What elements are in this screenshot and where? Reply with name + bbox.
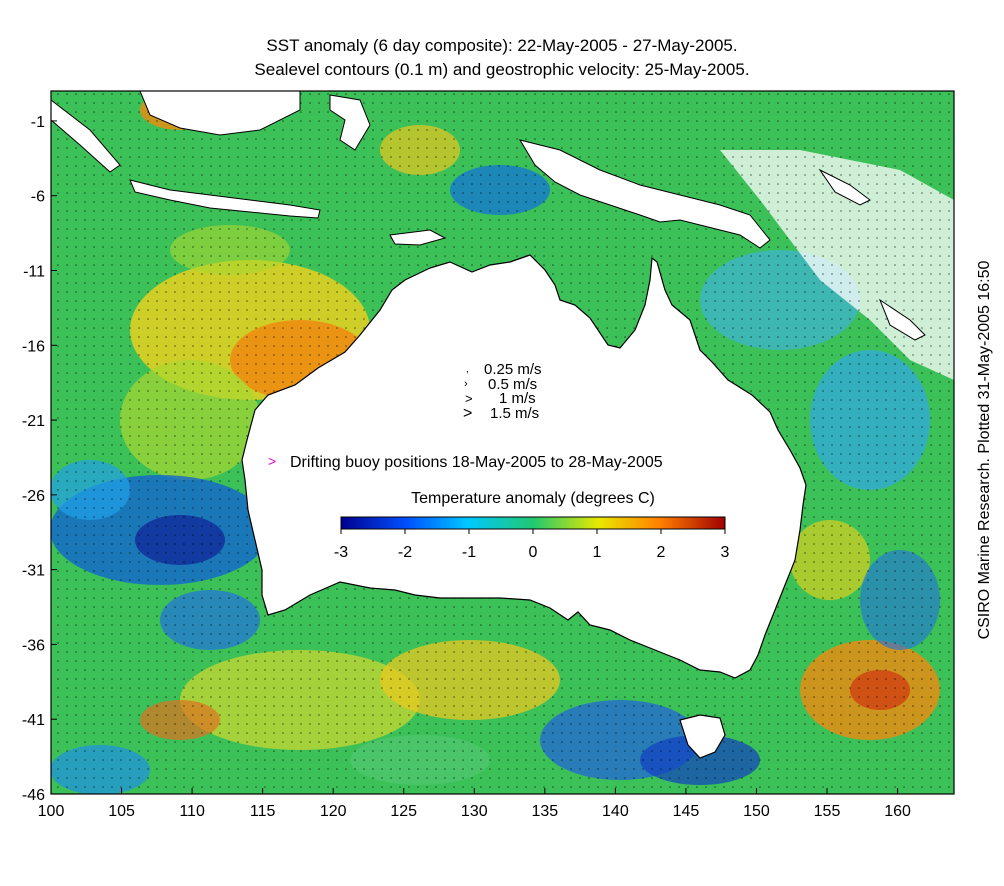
credit-text: CSIRO Marine Research. Plotted 31-May-20… [976,260,993,640]
solomon-islands [818,168,871,206]
buoy-legend: > Drifting buoy positions 18-May-2005 to… [268,453,663,471]
sumatra-landmass [51,99,121,173]
new-caledonia [878,298,926,341]
velocity-label-4: 1.5 m/s [490,405,539,422]
timor-landmass [389,229,447,246]
buoy-symbol-icon: > [268,453,276,469]
map-frame [50,90,955,795]
y-tick-label: -36 [22,637,45,654]
colorbar-tick-label: 0 [529,544,538,561]
colorbar-tick-label: 3 [721,544,730,561]
title-line-1: SST anomaly (6 day composite): 22-May-20… [266,36,738,55]
x-tick-label: 105 [108,803,135,820]
velocity-legend: , 0.25 m/s › 0.5 m/s > 1 m/s > 1.5 m/s [463,361,542,422]
x-tick-label: 110 [179,803,205,820]
colorbar-tick-label: -3 [334,544,348,561]
y-tick-label: -11 [23,263,45,280]
x-tick-label: 130 [461,803,488,820]
buoy-legend-label: Drifting buoy positions 18-May-2005 to 2… [290,454,663,471]
tasmania-landmass [679,714,726,759]
borneo-landmass [139,91,301,136]
colorbar-tick-label: -1 [462,544,476,561]
new-guinea-landmass [518,139,771,249]
x-tick-label: 150 [743,803,770,820]
x-tick-label: 120 [320,803,347,820]
x-tick-label: 155 [814,803,841,820]
y-tick-label: -21 [22,413,45,430]
y-tick-label: -6 [31,189,45,206]
y-tick-label: -26 [22,488,45,505]
x-tick-label: 115 [250,803,276,820]
velocity-label-1: 0.25 m/s [484,361,542,378]
velocity-arrow-large-icon: > [465,391,473,406]
y-tick-label: -46 [22,787,45,804]
colorbar-ticks: -3 -2 -1 0 1 2 3 [334,529,730,561]
java-landmass [129,179,321,219]
velocity-arrow-small-icon: , [466,364,469,375]
title-line-2: Sealevel contours (0.1 m) and geostrophi… [254,60,750,79]
x-tick-label: 100 [38,803,65,820]
australia-landmass [241,254,807,679]
y-tick-label: -31 [22,563,45,580]
y-tick-label: -41 [22,712,45,729]
velocity-label-2: 0.5 m/s [488,376,537,393]
x-tick-label: 145 [673,803,700,820]
velocity-arrow-xlarge-icon: > [463,405,472,422]
x-axis: 100 105 110 115 120 125 130 135 140 145 150 155 160 [38,788,911,820]
velocity-label-3: 1 m/s [499,390,536,407]
y-tick-label: -16 [22,338,45,355]
colorbar: Temperature anomaly (degrees C) -3 -2 -1 0 1… [334,490,730,561]
x-tick-label: 140 [602,803,629,820]
y-axis: -1 -6 -11 -16 -21 -26 -31 -36 -41 -46 [22,114,57,804]
sst-anomaly-field [51,91,954,794]
colorbar-gradient [340,516,726,530]
velocity-arrow-medium-icon: › [464,378,468,390]
colorbar-tick-label: -2 [398,544,412,561]
colorbar-title: Temperature anomaly (degrees C) [411,490,655,507]
x-tick-label: 135 [531,803,558,820]
colorbar-tick-label: 2 [657,544,666,561]
y-tick-label: -1 [31,114,45,131]
colorbar-tick-label: 1 [593,544,602,561]
x-tick-label: 160 [884,803,911,820]
x-tick-label: 125 [390,803,417,820]
sulawesi-landmass [329,94,371,151]
